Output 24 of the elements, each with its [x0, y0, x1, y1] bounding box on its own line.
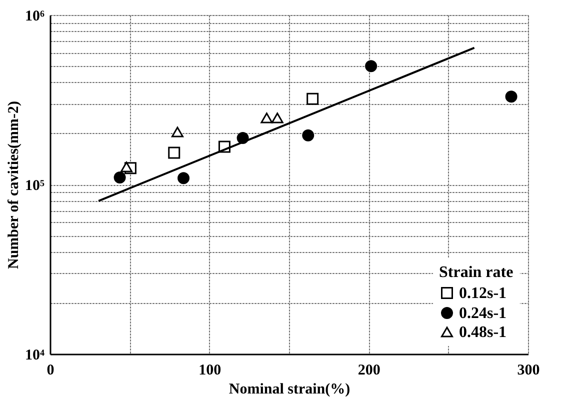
x-axis-title: Nominal strain(%)	[228, 382, 350, 398]
point	[168, 146, 180, 159]
y-tick-label: 10⁴	[25, 348, 45, 364]
y-tick-label: 10⁶	[25, 8, 45, 24]
x-tick-label: 300	[517, 362, 540, 378]
point	[260, 112, 273, 124]
point	[120, 162, 132, 172]
point	[505, 90, 518, 103]
legend-title: Strain rate	[439, 264, 514, 281]
legend-label: 0.12s-1	[459, 285, 507, 302]
y-axis-title: Number of cavities(mm-2)	[6, 100, 22, 270]
x-tick-label: 200	[358, 362, 380, 378]
point	[171, 126, 184, 138]
point	[302, 129, 314, 142]
point	[306, 92, 319, 105]
legend-label: 0.24s-1	[459, 305, 507, 322]
x-tick-label: 100	[198, 362, 222, 378]
point	[114, 172, 126, 184]
point	[178, 172, 190, 184]
point	[271, 112, 284, 124]
legend-label: 0.48s-1	[459, 324, 507, 341]
point	[365, 60, 378, 72]
x-tick-label: 0	[46, 362, 54, 378]
y-tick-label: 10⁵	[25, 178, 45, 194]
